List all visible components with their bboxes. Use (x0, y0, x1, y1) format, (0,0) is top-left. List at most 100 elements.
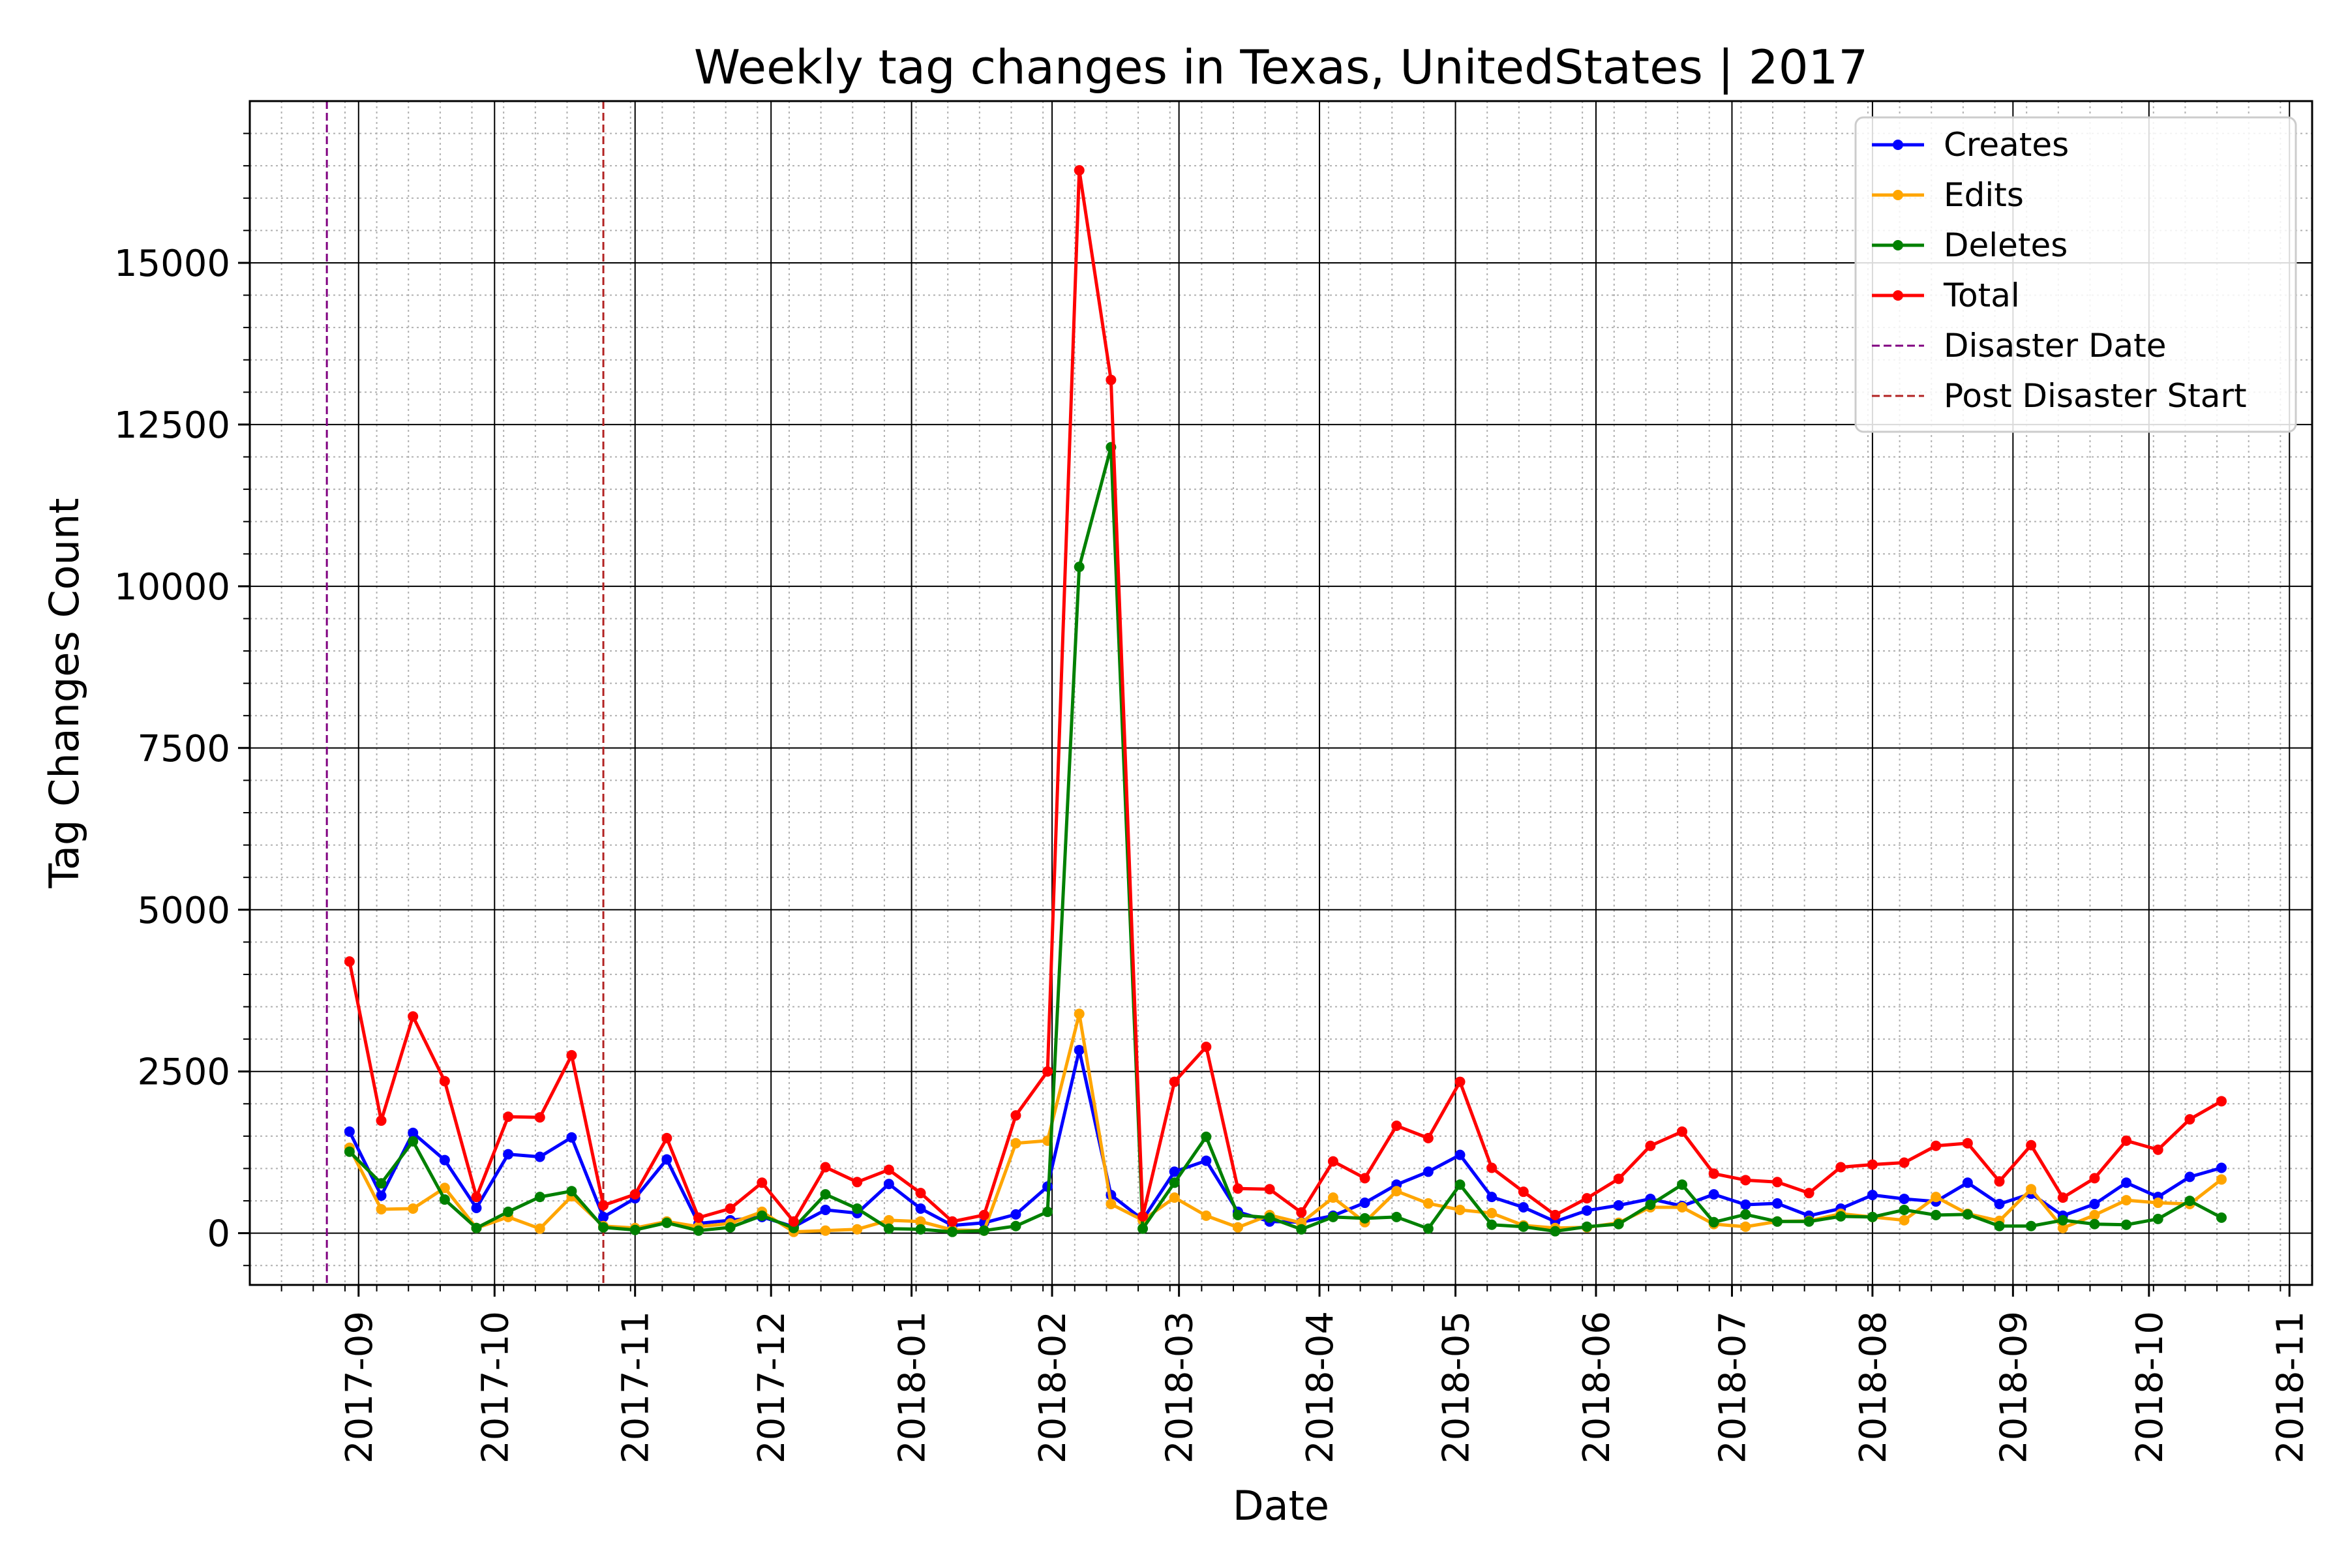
data-point (2026, 1220, 2037, 1231)
data-point (534, 1151, 545, 1162)
data-point (439, 1194, 450, 1205)
data-point (1327, 1192, 1338, 1203)
data-point (1232, 1222, 1243, 1233)
data-point (1867, 1159, 1878, 1170)
data-point (820, 1162, 831, 1173)
data-point (757, 1210, 768, 1221)
data-point (947, 1216, 958, 1227)
data-point (1899, 1214, 1910, 1226)
data-point (2152, 1198, 2163, 1209)
data-point (629, 1224, 640, 1235)
data-point (2184, 1196, 2195, 1207)
data-point (598, 1222, 609, 1233)
data-point (1740, 1209, 1751, 1220)
data-point (1074, 562, 1085, 573)
data-point (1422, 1198, 1434, 1209)
data-point (1169, 1076, 1180, 1087)
data-point (1454, 1149, 1466, 1160)
legend-marker (1893, 190, 1903, 200)
reference-lines (325, 101, 605, 1285)
x-tick-label: 2018-11 (2269, 1311, 2311, 1464)
data-point (1708, 1216, 1719, 1228)
data-point (408, 1127, 419, 1138)
x-tick-label: 2017-10 (474, 1311, 517, 1464)
data-point (1867, 1211, 1878, 1222)
data-point (2216, 1096, 2227, 1107)
data-point (1042, 1066, 1053, 1077)
data-point (1264, 1212, 1275, 1223)
data-point (1169, 1166, 1180, 1177)
data-point (1771, 1177, 1783, 1188)
data-point (1454, 1076, 1466, 1087)
data-point (2057, 1192, 2068, 1203)
data-point (1518, 1186, 1529, 1198)
data-point (1677, 1126, 1688, 1137)
data-point (1201, 1155, 1212, 1166)
data-point (1454, 1179, 1466, 1190)
legend-label: Edits (1944, 176, 2024, 214)
data-point (2089, 1218, 2100, 1229)
data-point (1010, 1110, 1021, 1121)
x-tick-label: 2017-09 (339, 1311, 381, 1464)
data-point (1931, 1192, 1942, 1203)
y-tick-label: 0 (207, 1213, 230, 1256)
data-point (1677, 1179, 1688, 1190)
x-tick-label: 2018-02 (1032, 1311, 1074, 1464)
data-point (503, 1206, 514, 1217)
y-tick-label: 5000 (137, 890, 230, 932)
data-point (2121, 1135, 2132, 1146)
legend-marker (1893, 140, 1903, 150)
data-point (915, 1216, 926, 1227)
data-point (503, 1149, 514, 1160)
data-point (693, 1225, 704, 1236)
data-point (883, 1214, 894, 1226)
data-point (1296, 1207, 1307, 1218)
data-point (915, 1224, 926, 1235)
data-point (852, 1203, 863, 1214)
data-point (1106, 1199, 1117, 1210)
y-tick-label: 10000 (114, 566, 230, 609)
data-point (1835, 1211, 1846, 1222)
data-point (1550, 1226, 1561, 1237)
data-point (915, 1203, 926, 1214)
data-point (1137, 1223, 1149, 1234)
data-point (1106, 374, 1117, 385)
data-point (1486, 1192, 1498, 1203)
legend-label: Disaster Date (1944, 327, 2166, 365)
data-point (439, 1076, 450, 1087)
data-point (1899, 1194, 1910, 1205)
data-point (788, 1216, 799, 1227)
data-point (1201, 1042, 1212, 1053)
data-point (852, 1224, 863, 1235)
data-point (566, 1049, 577, 1061)
data-point (883, 1179, 894, 1190)
data-point (439, 1183, 450, 1194)
data-point (1201, 1131, 1212, 1142)
data-point (1962, 1209, 1973, 1220)
data-point (820, 1204, 831, 1215)
data-point (1391, 1186, 1402, 1197)
data-point (1708, 1168, 1719, 1179)
data-point (1708, 1189, 1719, 1200)
data-point (1074, 165, 1085, 176)
data-point (1010, 1209, 1021, 1220)
data-point (1232, 1183, 1243, 1194)
data-point (1740, 1221, 1751, 1232)
data-point (1867, 1190, 1878, 1201)
data-point (661, 1217, 672, 1228)
data-point (1740, 1199, 1751, 1211)
legend-label: Total (1943, 277, 2020, 314)
series-line (348, 168, 2223, 1224)
data-point (503, 1111, 514, 1123)
data-point (2216, 1162, 2227, 1173)
data-point (2089, 1199, 2100, 1210)
data-point (2026, 1139, 2037, 1151)
x-axis-label: Date (1233, 1482, 1329, 1530)
data-point (344, 956, 355, 967)
data-point (1391, 1211, 1402, 1222)
legend: Creates Edits Deletes Total Disaster Date Pos… (1854, 116, 2297, 433)
data-point (1931, 1209, 1942, 1220)
x-tick-label: 2018-08 (1852, 1311, 1895, 1464)
x-tick-label: 2018-07 (1711, 1311, 1754, 1464)
data-point (1486, 1207, 1498, 1218)
